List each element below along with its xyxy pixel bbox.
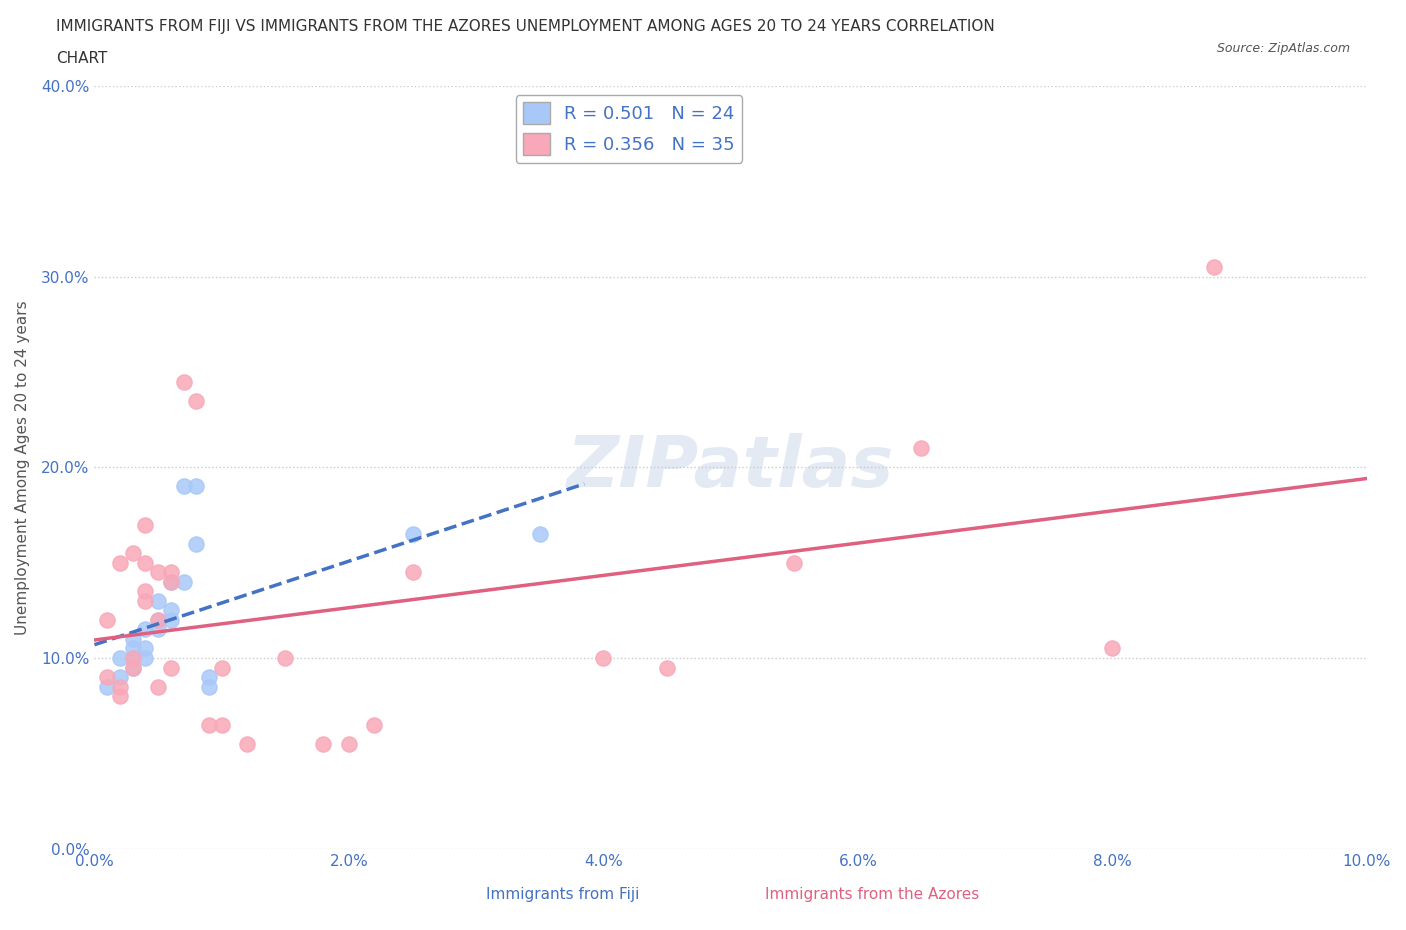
Point — [186, 393, 208, 408]
Point — [146, 622, 169, 637]
Point — [108, 679, 131, 694]
Point — [783, 555, 806, 570]
Point — [198, 717, 221, 732]
Point — [146, 613, 169, 628]
Point — [1101, 641, 1123, 656]
Point — [134, 641, 156, 656]
Point — [401, 526, 423, 541]
Point — [121, 651, 143, 666]
Point — [146, 679, 169, 694]
Point — [312, 737, 335, 751]
Point — [134, 593, 156, 608]
Point — [146, 565, 169, 579]
Point — [363, 717, 385, 732]
Point — [173, 479, 195, 494]
Point — [159, 575, 181, 590]
Point — [121, 651, 143, 666]
Point — [108, 555, 131, 570]
Point — [173, 374, 195, 389]
Point — [211, 717, 233, 732]
Point — [96, 613, 118, 628]
Point — [146, 593, 169, 608]
Point — [121, 546, 143, 561]
Point — [529, 526, 551, 541]
Point — [96, 679, 118, 694]
Text: ZIPatlas: ZIPatlas — [567, 432, 894, 502]
Point — [401, 565, 423, 579]
Point — [108, 670, 131, 684]
Point — [121, 660, 143, 675]
Text: Immigrants from the Azores: Immigrants from the Azores — [765, 887, 979, 902]
Point — [146, 613, 169, 628]
Point — [655, 660, 678, 675]
Point — [134, 622, 156, 637]
Point — [592, 651, 614, 666]
Point — [211, 660, 233, 675]
Point — [159, 565, 181, 579]
Y-axis label: Unemployment Among Ages 20 to 24 years: Unemployment Among Ages 20 to 24 years — [15, 300, 30, 634]
Point — [186, 537, 208, 551]
Point — [274, 651, 297, 666]
Point — [121, 631, 143, 646]
Text: CHART: CHART — [56, 51, 108, 66]
Point — [910, 441, 932, 456]
Text: Source: ZipAtlas.com: Source: ZipAtlas.com — [1216, 42, 1350, 55]
Point — [159, 660, 181, 675]
Point — [108, 651, 131, 666]
Point — [198, 679, 221, 694]
Point — [121, 660, 143, 675]
Point — [134, 584, 156, 599]
Point — [159, 575, 181, 590]
Text: Immigrants from Fiji: Immigrants from Fiji — [485, 887, 640, 902]
Point — [134, 517, 156, 532]
Legend: R = 0.501   N = 24, R = 0.356   N = 35: R = 0.501 N = 24, R = 0.356 N = 35 — [516, 95, 742, 163]
Point — [121, 641, 143, 656]
Point — [108, 689, 131, 704]
Point — [134, 555, 156, 570]
Point — [159, 613, 181, 628]
Point — [1204, 259, 1226, 274]
Text: IMMIGRANTS FROM FIJI VS IMMIGRANTS FROM THE AZORES UNEMPLOYMENT AMONG AGES 20 TO: IMMIGRANTS FROM FIJI VS IMMIGRANTS FROM … — [56, 19, 995, 33]
Point — [236, 737, 259, 751]
Point — [159, 603, 181, 618]
Point — [198, 670, 221, 684]
Point — [96, 670, 118, 684]
Point — [186, 479, 208, 494]
Point — [134, 651, 156, 666]
Point — [337, 737, 360, 751]
Point — [173, 575, 195, 590]
